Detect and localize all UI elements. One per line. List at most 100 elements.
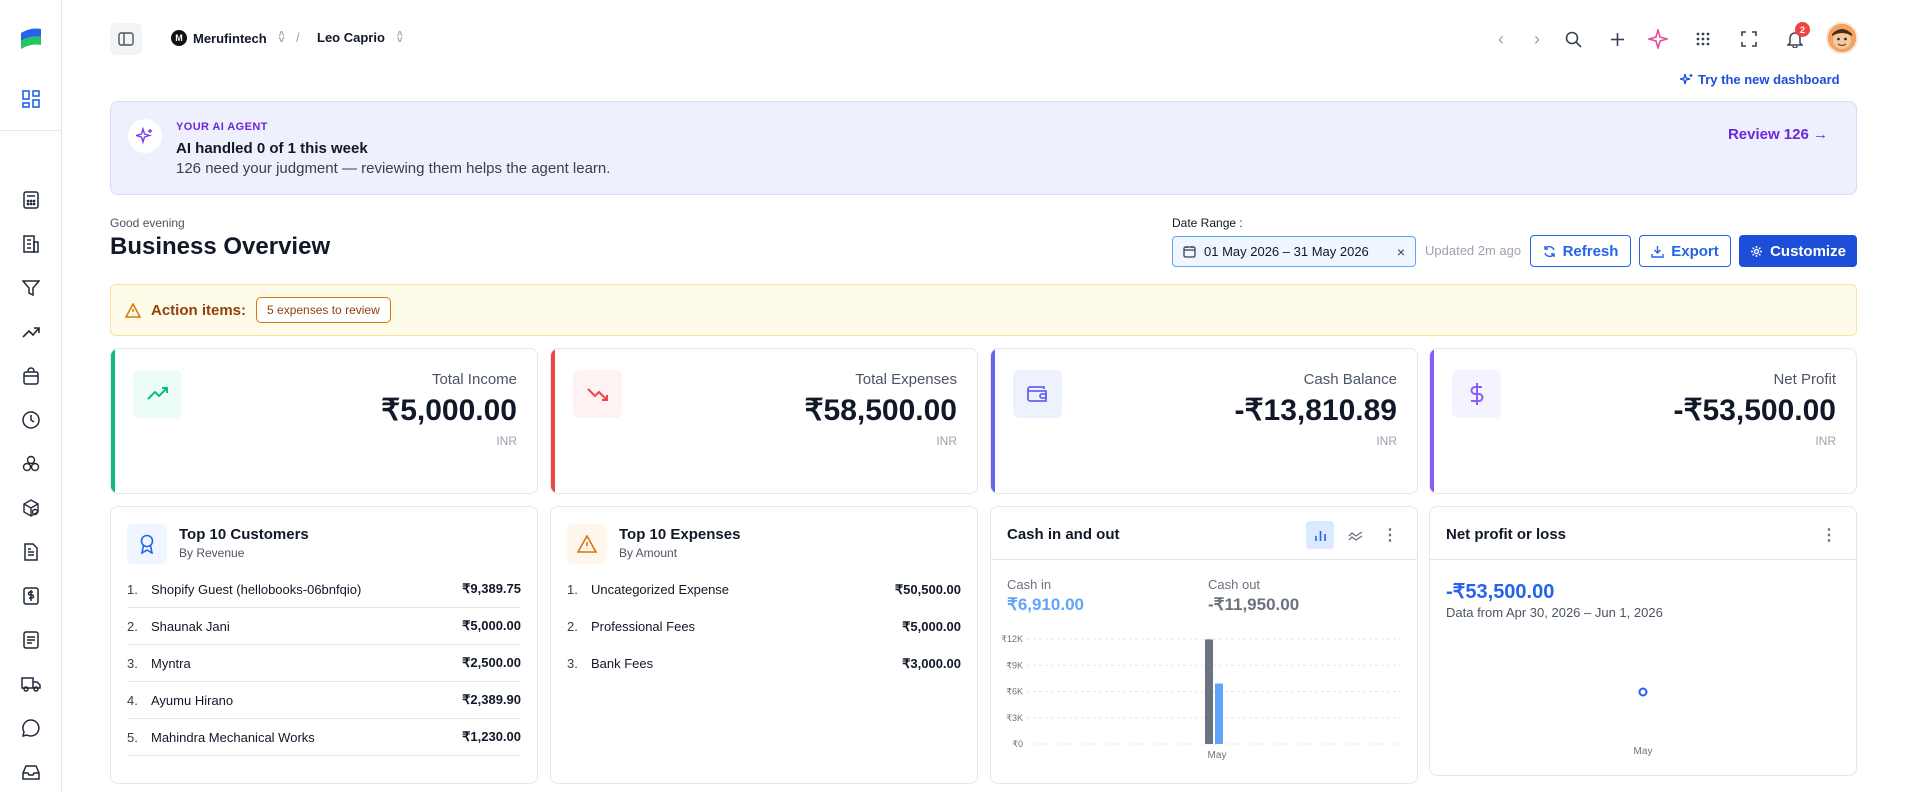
package-search-icon[interactable] bbox=[20, 497, 42, 519]
net-profit-range: Data from Apr 30, 2026 – Jun 1, 2026 bbox=[1446, 605, 1663, 620]
more-vertical-icon[interactable]: ⋮ bbox=[1382, 527, 1398, 544]
cash-out-label: Cash out bbox=[1208, 577, 1261, 592]
sparkle-icon bbox=[1680, 73, 1693, 85]
ai-sparkle-icon[interactable] bbox=[1646, 27, 1670, 51]
bar-cash-in bbox=[1215, 683, 1223, 744]
search-icon[interactable] bbox=[1562, 28, 1584, 50]
kpi-value: -₹13,810.89 bbox=[1234, 394, 1397, 427]
trending-up-icon[interactable] bbox=[20, 321, 42, 343]
ai-agent-subtitle: 126 need your judgment — reviewing them … bbox=[176, 160, 611, 177]
list-item[interactable]: 1. Uncategorized Expense ₹50,500.00 bbox=[567, 571, 961, 608]
kpi-card-net-profit[interactable]: Net Profit -₹53,500.00 INR bbox=[1429, 348, 1857, 494]
card-title: Top 10 Expenses bbox=[619, 526, 741, 543]
customer-value: ₹5,000.00 bbox=[462, 618, 521, 633]
y-tick-label: ₹12K bbox=[1001, 634, 1023, 644]
more-vertical-icon[interactable]: ⋮ bbox=[1821, 527, 1837, 544]
forward-arrow-icon[interactable]: › bbox=[1534, 28, 1540, 49]
building-icon[interactable] bbox=[20, 233, 42, 255]
rank: 1. bbox=[567, 582, 578, 597]
customize-label: Customize bbox=[1770, 242, 1846, 260]
user-switcher[interactable]: Leo Caprio ˄ ˅ bbox=[317, 28, 403, 46]
review-link[interactable]: Review 126 → bbox=[1727, 126, 1828, 143]
list-item[interactable]: 4. Ayumu Hirano ₹2,389.90 bbox=[127, 682, 521, 719]
kpi-card-income[interactable]: Total Income ₹5,000.00 INR bbox=[110, 348, 538, 494]
customer-value: ₹9,389.75 bbox=[462, 581, 521, 596]
back-arrow-icon[interactable]: ‹ bbox=[1498, 28, 1504, 49]
divider bbox=[991, 559, 1417, 560]
rank: 3. bbox=[127, 655, 138, 671]
rank: 2. bbox=[127, 618, 138, 634]
org-switcher[interactable]: M Merufintech ˄ ˅ bbox=[171, 30, 285, 46]
clear-date-icon[interactable]: × bbox=[1396, 243, 1405, 260]
plus-icon[interactable] bbox=[1606, 28, 1628, 50]
avatar[interactable] bbox=[1826, 22, 1858, 54]
expense-value: ₹50,500.00 bbox=[894, 581, 961, 597]
cash-chart: ₹0 ₹3K ₹6K ₹9K ₹12K May bbox=[1001, 634, 1401, 761]
app-logo[interactable] bbox=[19, 27, 43, 49]
list-item[interactable]: 5. Mahindra Mechanical Works ₹1,230.00 bbox=[127, 719, 521, 756]
org-name: Merufintech bbox=[193, 30, 267, 46]
kpi-card-cash-balance[interactable]: Cash Balance -₹13,810.89 INR bbox=[990, 348, 1418, 494]
calendar-icon bbox=[1183, 246, 1196, 258]
card-title: Cash in and out bbox=[1007, 526, 1120, 543]
trending-up-icon bbox=[133, 370, 182, 418]
ai-agent-banner: YOUR AI AGENT AI handled 0 of 1 this wee… bbox=[110, 101, 1857, 195]
list-item[interactable]: 3. Myntra ₹2,500.00 bbox=[127, 645, 521, 682]
list-item[interactable]: 3. Bank Fees ₹3,000.00 bbox=[567, 645, 961, 682]
sidebar-toggle-button[interactable] bbox=[110, 23, 142, 55]
list-item[interactable]: 2. Shaunak Jani ₹5,000.00 bbox=[127, 608, 521, 645]
y-tick-label: ₹6K bbox=[1006, 687, 1023, 697]
x-tick-label: May bbox=[1634, 746, 1653, 757]
bar-chart-icon[interactable] bbox=[1306, 521, 1334, 549]
action-items-bar: Action items: 5 expenses to review bbox=[110, 284, 1857, 336]
expense-name: Professional Fees bbox=[591, 619, 696, 634]
refresh-button[interactable]: Refresh bbox=[1530, 235, 1631, 267]
customer-name: Shaunak Jani bbox=[151, 618, 230, 634]
kpi-accent-bar bbox=[551, 349, 555, 493]
chevron-updown-icon: ˄ ˅ bbox=[396, 28, 403, 46]
dollar-receipt-icon[interactable] bbox=[20, 585, 42, 607]
kpi-card-expenses[interactable]: Total Expenses ₹58,500.00 INR bbox=[550, 348, 978, 494]
dollar-icon bbox=[1452, 370, 1501, 418]
x-tick-label: May bbox=[1208, 750, 1227, 761]
filter-icon[interactable] bbox=[20, 277, 42, 299]
greeting: Good evening bbox=[110, 216, 185, 230]
kpi-label: Cash Balance bbox=[1303, 371, 1397, 388]
fullscreen-icon[interactable] bbox=[1738, 28, 1760, 50]
customer-value: ₹2,389.90 bbox=[462, 692, 521, 707]
kpi-value: ₹5,000.00 bbox=[381, 394, 517, 427]
export-label: Export bbox=[1671, 242, 1719, 260]
apps-grid-icon[interactable] bbox=[1692, 28, 1714, 50]
list-item[interactable]: 1. Shopify Guest (hellobooks-06bnfqio) ₹9,… bbox=[127, 571, 521, 608]
warning-icon bbox=[125, 302, 141, 318]
dashboard-icon[interactable] bbox=[20, 88, 42, 110]
date-range-picker[interactable]: 01 May 2026 – 31 May 2026 × bbox=[1172, 236, 1416, 267]
try-new-dashboard-link[interactable]: Try the new dashboard bbox=[1680, 72, 1840, 87]
export-button[interactable]: Export bbox=[1639, 235, 1731, 267]
kpi-label: Total Income bbox=[431, 371, 517, 388]
customize-button[interactable]: Customize bbox=[1739, 235, 1857, 267]
inbox-icon[interactable] bbox=[20, 761, 42, 783]
chat-icon[interactable] bbox=[20, 717, 42, 739]
clock-icon[interactable] bbox=[20, 409, 42, 431]
top-customers-card: Top 10 Customers By Revenue 1. Shopify Gu… bbox=[110, 506, 538, 784]
kpi-accent-bar bbox=[1430, 349, 1434, 493]
area-chart-icon[interactable] bbox=[1341, 521, 1369, 549]
invoice-icon[interactable] bbox=[20, 541, 42, 563]
net-profit-chart: May bbox=[1634, 687, 1653, 757]
expenses-review-pill[interactable]: 5 expenses to review bbox=[256, 297, 391, 323]
list-item[interactable]: 2. Professional Fees ₹5,000.00 bbox=[567, 608, 961, 645]
expenses-list: 1. Uncategorized Expense ₹50,500.00 2. Prof… bbox=[567, 571, 961, 682]
boxes-icon[interactable] bbox=[20, 453, 42, 475]
shopping-bag-icon[interactable] bbox=[20, 365, 42, 387]
calculator-icon[interactable] bbox=[20, 189, 42, 211]
document-icon[interactable] bbox=[20, 629, 42, 651]
award-icon bbox=[127, 524, 167, 564]
truck-icon[interactable] bbox=[20, 673, 42, 695]
org-initial-badge: M bbox=[171, 30, 187, 46]
action-items-label: Action items: bbox=[151, 301, 247, 319]
refresh-label: Refresh bbox=[1562, 242, 1619, 260]
ai-agent-kicker: YOUR AI AGENT bbox=[176, 121, 268, 133]
download-icon bbox=[1651, 245, 1664, 258]
kpi-value: -₹53,500.00 bbox=[1673, 394, 1836, 427]
